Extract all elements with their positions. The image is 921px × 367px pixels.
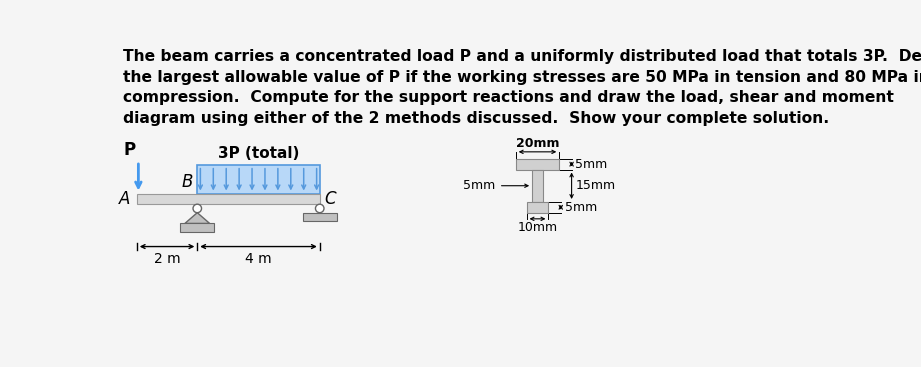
Text: C: C <box>324 190 336 208</box>
Text: B: B <box>182 173 193 191</box>
Bar <box>303 212 337 221</box>
Bar <box>516 159 559 170</box>
Text: 5mm: 5mm <box>565 201 597 214</box>
Bar <box>197 165 320 194</box>
Text: 4 m: 4 m <box>245 252 272 266</box>
Text: 20mm: 20mm <box>516 137 559 149</box>
Text: 15mm: 15mm <box>576 179 615 192</box>
Text: 5mm: 5mm <box>463 179 495 192</box>
Text: A: A <box>119 190 131 208</box>
Text: 10mm: 10mm <box>518 221 557 234</box>
Text: P: P <box>123 141 135 159</box>
Text: 5mm: 5mm <box>576 158 608 171</box>
Circle shape <box>193 204 202 212</box>
Text: 3P (total): 3P (total) <box>217 146 299 161</box>
Bar <box>181 224 215 232</box>
Bar <box>137 194 320 204</box>
Circle shape <box>316 204 324 212</box>
Bar <box>527 202 548 212</box>
Text: 2 m: 2 m <box>154 252 181 266</box>
Text: The beam carries a concentrated load P and a uniformly distributed load that tot: The beam carries a concentrated load P a… <box>122 50 921 126</box>
Polygon shape <box>185 212 210 224</box>
Bar <box>532 170 542 202</box>
